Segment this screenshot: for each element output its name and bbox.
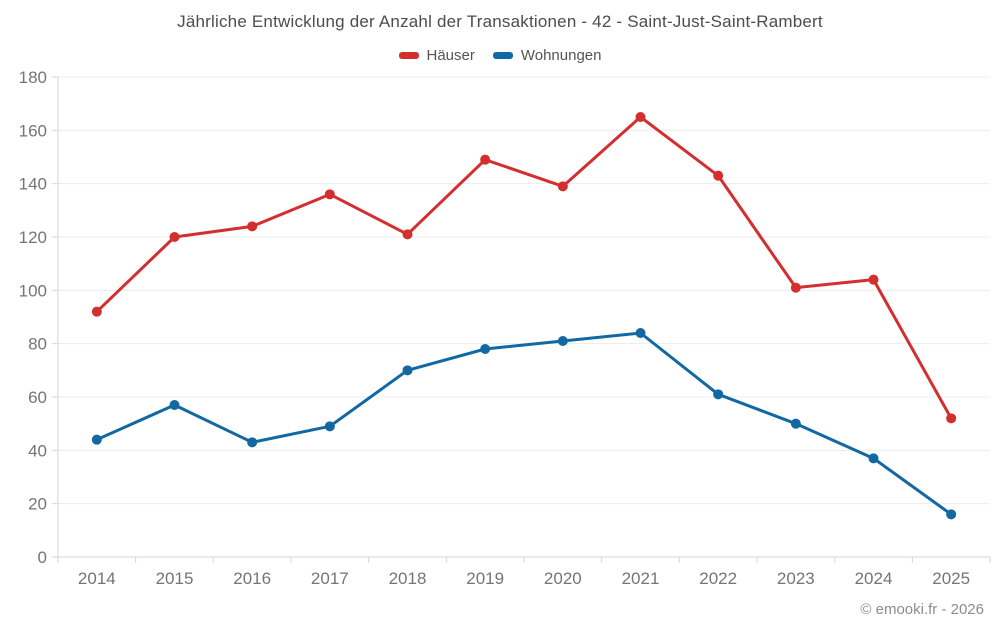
data-point-wohnungen-2024[interactable]	[868, 453, 879, 464]
x-axis-label: 2021	[622, 569, 660, 588]
data-point-wohnungen-2022[interactable]	[713, 389, 724, 400]
copyright-text: © emooki.fr - 2026	[860, 601, 984, 618]
x-axis-label: 2025	[932, 569, 970, 588]
series-line-wohnungen	[95, 331, 953, 516]
data-point-h-user-2024[interactable]	[868, 274, 879, 285]
data-point-wohnungen-2016[interactable]	[247, 437, 258, 448]
y-axis-label: 60	[28, 388, 47, 407]
x-axis-label: 2019	[466, 569, 504, 588]
y-axis-label: 80	[28, 335, 47, 354]
data-point-wohnungen-2021[interactable]	[635, 328, 646, 338]
x-axis-label: 2017	[311, 569, 349, 588]
y-axis-label: 160	[19, 121, 47, 140]
data-point-h-user-2025[interactable]	[946, 413, 957, 424]
data-point-wohnungen-2023[interactable]	[790, 418, 801, 429]
wohnungen-series-marker-icon	[492, 52, 513, 59]
x-axis-label: 2020	[544, 569, 582, 588]
chart-legend: Häuser Wohnungen	[0, 47, 1000, 64]
data-point-wohnungen-2018[interactable]	[402, 365, 413, 376]
data-point-h-user-2019[interactable]	[480, 154, 491, 165]
x-axis-label: 2023	[777, 569, 815, 588]
x-axis-label: 2024	[855, 569, 893, 588]
data-point-wohnungen-2017[interactable]	[324, 421, 335, 432]
legend-label: Wohnungen	[520, 47, 602, 64]
legend-item-wohnungen[interactable]: Wohnungen	[492, 47, 602, 64]
y-axis-label: 140	[19, 175, 47, 194]
x-axis-label: 2014	[78, 569, 116, 588]
x-axis-label: 2016	[233, 569, 271, 588]
data-point-wohnungen-2014[interactable]	[91, 434, 102, 445]
data-point-wohnungen-2025[interactable]	[946, 509, 957, 520]
data-point-h-user-2018[interactable]	[402, 229, 413, 240]
y-axis-label: 40	[28, 441, 47, 460]
data-point-h-user-2023[interactable]	[790, 282, 801, 293]
data-point-h-user-2015[interactable]	[169, 232, 180, 242]
data-point-wohnungen-2020[interactable]	[557, 336, 568, 346]
series-line-h-user	[95, 115, 953, 420]
y-axis-label: 180	[19, 68, 47, 87]
x-axis-label: 2018	[389, 569, 427, 588]
y-axis-label: 20	[28, 495, 47, 514]
data-point-h-user-2014[interactable]	[91, 306, 102, 317]
x-axis-label: 2015	[156, 569, 194, 588]
x-axis-label: 2022	[699, 569, 737, 588]
data-point-h-user-2017[interactable]	[324, 189, 335, 200]
data-point-wohnungen-2015[interactable]	[169, 400, 180, 410]
legend-item-hauser[interactable]: Häuser	[398, 47, 475, 64]
data-point-h-user-2021[interactable]	[635, 112, 646, 122]
data-point-h-user-2022[interactable]	[713, 170, 724, 181]
data-point-h-user-2020[interactable]	[557, 181, 568, 192]
legend-label: Häuser	[426, 47, 475, 64]
hauser-series-marker-icon	[398, 52, 419, 59]
y-axis-label: 100	[19, 281, 47, 300]
chart-title: Jährliche Entwicklung der Anzahl der Tra…	[177, 12, 823, 31]
data-point-wohnungen-2019[interactable]	[480, 344, 491, 354]
y-axis-label: 0	[38, 548, 47, 567]
y-axis-label: 120	[19, 228, 47, 247]
data-point-h-user-2016[interactable]	[247, 221, 258, 232]
